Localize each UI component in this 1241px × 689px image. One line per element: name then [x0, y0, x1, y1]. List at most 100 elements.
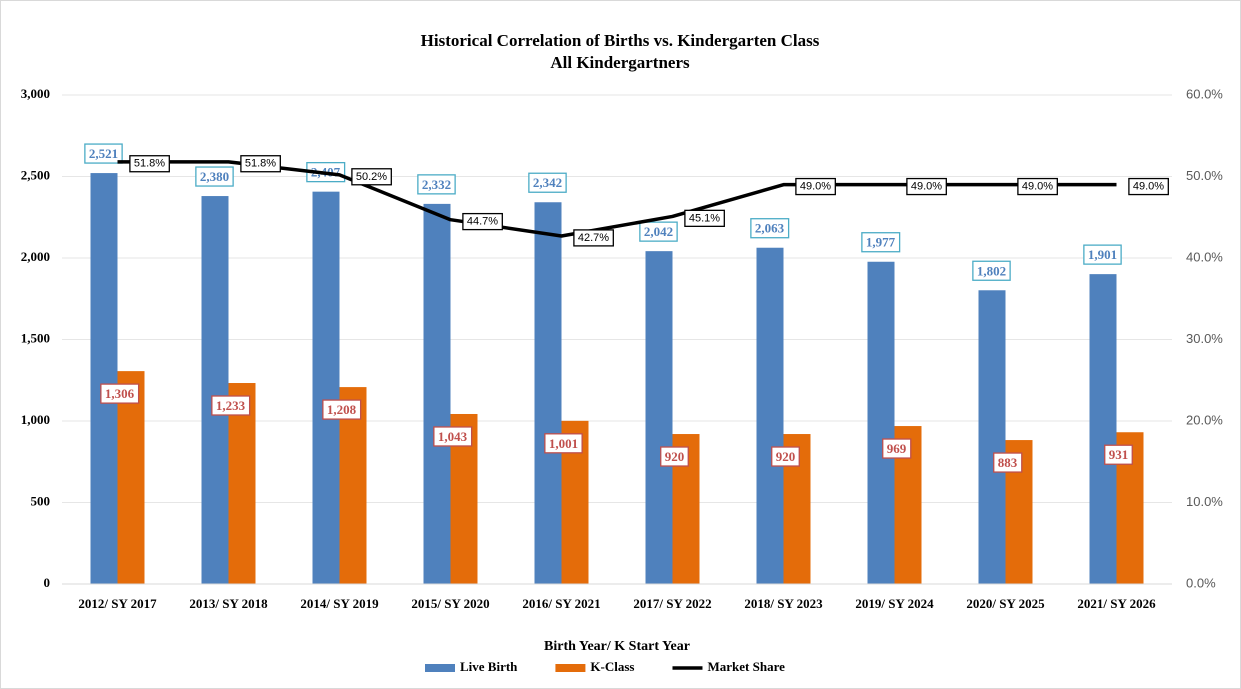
data-label-box: [1128, 177, 1169, 196]
data-label: 920: [776, 449, 796, 464]
data-label-box: [417, 174, 456, 195]
data-label: 2,521: [89, 146, 118, 161]
x-tick-label: 2013/ SY 2018: [189, 596, 268, 611]
x-tick-label: 2020/ SY 2025: [966, 596, 1045, 611]
bar: [423, 203, 451, 584]
data-label-box: [882, 438, 912, 459]
bar: [228, 383, 256, 584]
legend-label: Market Share: [707, 659, 785, 674]
data-label-box: [906, 177, 947, 196]
data-label-box: [195, 166, 234, 187]
y2-tick-label: 0.0%: [1186, 575, 1216, 590]
data-label-box: [211, 395, 251, 416]
bar: [312, 191, 340, 584]
data-label-box: [129, 155, 170, 173]
x-tick-label: 2021/ SY 2026: [1077, 596, 1156, 611]
data-label-box: [322, 399, 362, 420]
line: [117, 160, 1117, 238]
y2-tick-label: 40.0%: [1186, 249, 1223, 264]
y-tick-label: 500: [31, 493, 51, 508]
data-label-box: [462, 212, 503, 231]
bar: [645, 251, 673, 585]
x-tick-label: 2017/ SY 2022: [633, 596, 711, 611]
data-label: 2,332: [422, 177, 451, 192]
bar: [534, 202, 562, 584]
data-label: 1,233: [216, 398, 246, 413]
bar: [867, 261, 895, 584]
data-label-box: [100, 383, 140, 404]
data-label: 2,380: [200, 169, 229, 184]
data-label-box: [993, 452, 1023, 473]
data-label: 45.1%: [689, 212, 720, 224]
data-label: 1,001: [549, 436, 578, 451]
data-label: 1,802: [977, 263, 1006, 278]
x-tick-label: 2014/ SY 2019: [300, 596, 379, 611]
y2-tick-label: 30.0%: [1186, 331, 1223, 346]
bar: [978, 290, 1006, 584]
data-label: 2,063: [755, 221, 785, 236]
data-label-box: [639, 221, 678, 242]
y-tick-label: 1,000: [21, 412, 50, 427]
bar: [117, 371, 145, 584]
data-label: 1,977: [866, 235, 896, 250]
y-tick-label: 1,500: [21, 330, 50, 345]
data-label: 44.7%: [467, 216, 498, 228]
data-label-box: [1083, 244, 1122, 265]
data-label: 49.0%: [1133, 181, 1164, 193]
y-tick-label: 2,500: [21, 167, 50, 182]
x-axis-label: Birth Year/ K Start Year: [544, 639, 690, 654]
data-label-box: [795, 177, 836, 196]
bar: [756, 247, 784, 584]
data-label-box: [240, 155, 281, 173]
data-label-box: [528, 172, 567, 193]
bar: [90, 173, 118, 584]
data-label: 883: [998, 455, 1018, 470]
y2-tick-label: 60.0%: [1186, 86, 1223, 101]
y2-tick-label: 10.0%: [1186, 494, 1223, 509]
data-label: 969: [887, 441, 907, 456]
chart-title: Historical Correlation of Births vs. Kin…: [421, 31, 820, 50]
y-tick-label: 2,000: [21, 249, 50, 264]
data-label: 2,042: [644, 224, 673, 239]
data-label-box: [433, 426, 473, 447]
chart-subtitle: All Kindergartners: [550, 53, 690, 72]
data-label: 1,306: [105, 386, 135, 401]
data-label: 49.0%: [911, 181, 942, 193]
data-label: 42.7%: [578, 232, 609, 244]
legend-label: K-Class: [590, 659, 634, 674]
data-label: 49.0%: [1022, 181, 1053, 193]
data-label-box: [660, 446, 689, 467]
y-tick-label: 3,000: [21, 86, 50, 101]
x-tick-label: 2015/ SY 2020: [411, 596, 489, 611]
data-label: 49.0%: [800, 181, 831, 193]
legend-marker: [555, 664, 586, 672]
data-label: 920: [665, 449, 685, 464]
bar: [339, 387, 367, 584]
y-tick-label: 0: [44, 575, 51, 590]
data-label-box: [750, 218, 790, 239]
data-label: 1,901: [1088, 247, 1117, 262]
data-label-box: [1017, 177, 1058, 196]
data-label: 2,342: [533, 175, 562, 190]
bar: [201, 196, 229, 584]
data-label-box: [351, 168, 392, 186]
data-label-box: [684, 209, 725, 227]
data-label: 1,208: [327, 402, 357, 417]
data-label: 50.2%: [356, 171, 387, 183]
x-tick-label: 2019/ SY 2024: [855, 596, 934, 611]
data-label: 51.8%: [134, 158, 165, 170]
data-label: 1,043: [438, 429, 468, 444]
data-label-box: [972, 260, 1011, 281]
data-label-box: [771, 446, 800, 467]
y2-tick-label: 50.0%: [1186, 168, 1223, 183]
x-tick-label: 2016/ SY 2021: [522, 596, 600, 611]
x-tick-label: 2018/ SY 2023: [744, 596, 823, 611]
legend-label: Live Birth: [460, 659, 518, 674]
data-label: 51.8%: [245, 158, 276, 170]
x-tick-label: 2012/ SY 2017: [78, 596, 157, 611]
data-label-box: [573, 229, 614, 247]
data-label: 931: [1109, 447, 1129, 462]
data-label-box: [544, 433, 583, 454]
bar: [1089, 274, 1117, 584]
